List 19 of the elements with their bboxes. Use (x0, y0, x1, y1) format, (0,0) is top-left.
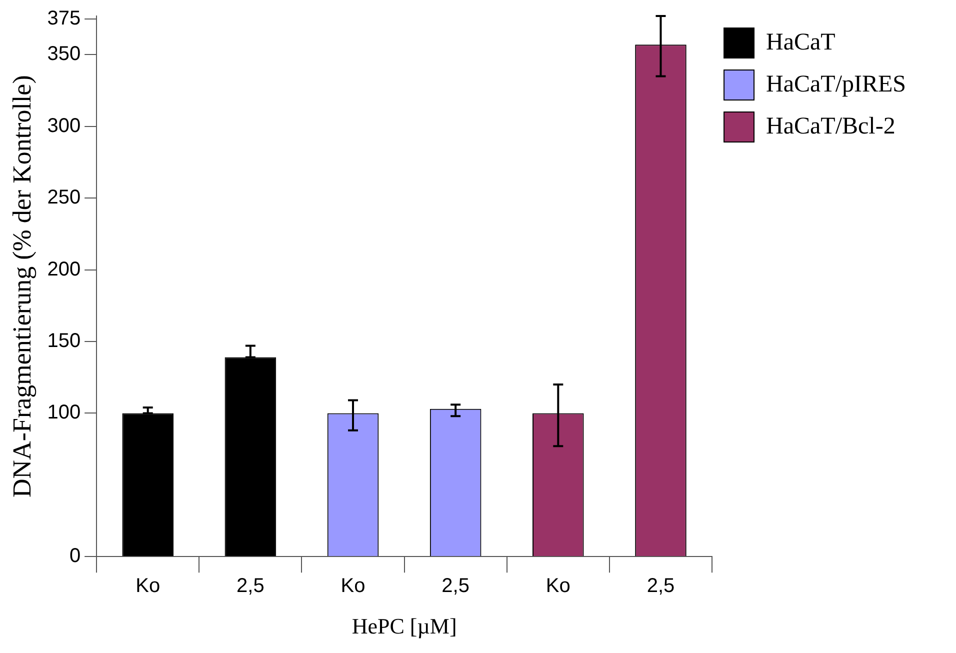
y-tick-label: 300 (47, 114, 81, 137)
legend-label: HaCaT/Bcl-2 (766, 113, 896, 140)
y-tick-label: 100 (47, 402, 81, 424)
y-tick-label: 150 (47, 330, 81, 352)
legend-label: HaCaT/pIRES (766, 71, 906, 98)
legend-label: HaCaT (766, 29, 836, 56)
x-tick-label: 2,5 (442, 575, 470, 598)
y-tick-label: 350 (47, 43, 81, 66)
x-axis-title: HePC [µM] (352, 614, 457, 639)
x-tick-label: Ko (136, 575, 160, 598)
y-axis-title: DNA-Fragmentierung (% der Kontrolle) (7, 75, 36, 498)
x-tick-label: Ko (340, 575, 366, 598)
y-tick-label: 250 (47, 186, 81, 209)
x-tick-label: 2,5 (236, 575, 264, 598)
y-tick-label: 200 (47, 258, 81, 280)
x-tick-label: Ko (546, 575, 570, 598)
y-tick-label: 375 (47, 7, 81, 30)
y-tick-label: 0 (69, 545, 81, 568)
x-tick-label: 2,5 (646, 575, 675, 598)
